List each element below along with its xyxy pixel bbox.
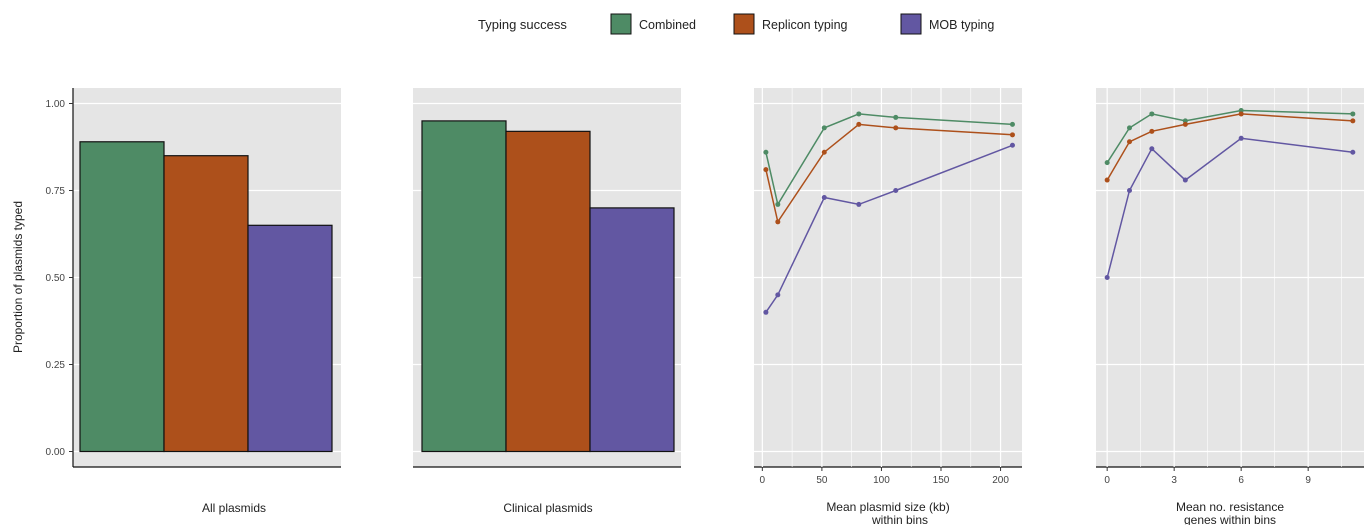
panel-4-point-combined (1350, 111, 1356, 117)
panel-3-point-replicon-typing (775, 219, 781, 225)
panel-2-x-label: Clinical plasmids (503, 501, 592, 515)
panel-4-point-combined (1238, 107, 1244, 113)
panel-4-point-replicon-typing (1127, 139, 1132, 145)
panel-4-point-combined (1149, 111, 1155, 117)
panel-3-point-mob-typing (763, 309, 769, 315)
panel-3-point-mob-typing (856, 201, 862, 207)
legend-label-replicon-typing: Replicon typing (762, 18, 848, 32)
panel-4-x-tick-label: 9 (1305, 475, 1311, 486)
panel-4-point-combined (1104, 160, 1110, 166)
legend-swatch-combined (610, 13, 632, 35)
panel-3-x-tick-label: 50 (816, 475, 828, 486)
panel-4-point-mob-typing (1104, 275, 1110, 280)
panel-3-point-replicon-typing (821, 149, 827, 155)
panel-3-point-combined (763, 149, 769, 155)
panel-3-point-combined (856, 111, 862, 117)
panel-4-line-combined (1106, 109, 1353, 164)
panel-3-x-tick-label: 200 (992, 475, 1009, 486)
panel-4-point-mob-typing (1127, 188, 1132, 193)
panel-3-line-mob-typing (765, 144, 1013, 313)
panel-4-point-replicon-typing (1149, 128, 1155, 134)
panel-3-point-mob-typing (775, 292, 781, 298)
panel-4-point-mob-typing (1149, 146, 1155, 152)
panel-4-x-tick-label: 3 (1171, 475, 1177, 486)
panel-3-x-tick-label: 0 (760, 475, 766, 486)
panel-3-line-combined (765, 113, 1013, 207)
legend-title: Typing success (478, 17, 567, 32)
y-tick-label: 0.00 (46, 447, 66, 458)
panel-3-point-combined (821, 125, 827, 131)
panel-4-x-label-line2: genes within bins (1184, 513, 1276, 525)
panel-2-bar-mob-typing (589, 207, 675, 453)
panel-2-bar-replicon-typing (505, 130, 591, 453)
panel-4-point-replicon-typing (1104, 177, 1110, 183)
panel-4-point-replicon-typing (1350, 118, 1356, 124)
y-tick-label: 0.50 (46, 273, 66, 284)
panel-3-point-replicon-typing (893, 125, 899, 131)
panel-3-point-mob-typing (1009, 142, 1015, 148)
legend-label-combined: Combined (639, 18, 696, 32)
panel-4-x-tick-label: 6 (1238, 475, 1244, 486)
panel-3-point-replicon-typing (856, 121, 862, 127)
panel-3-line-replicon-typing (765, 123, 1013, 224)
panel-4-line-replicon-typing (1106, 113, 1353, 181)
panel-1-bar-replicon-typing (163, 155, 249, 453)
panel-3-x-tick-label: 100 (873, 475, 890, 486)
panel-3-point-mob-typing (893, 188, 899, 193)
y-tick-label: 1.00 (46, 99, 66, 110)
y-tick-label: 0.75 (46, 186, 66, 197)
panel-1-x-label: All plasmids (202, 501, 266, 515)
legend-swatch-mob-typing (900, 13, 922, 35)
panel-4-point-replicon-typing (1182, 121, 1188, 127)
y-axis-label: Proportion of plasmids typed (11, 201, 25, 353)
panel-3-point-combined (893, 114, 899, 120)
panel-4-point-combined (1182, 118, 1188, 124)
panel-3-point-combined (775, 201, 781, 207)
panel-4-point-replicon-typing (1238, 111, 1244, 117)
panel-4-line-mob-typing (1106, 137, 1353, 278)
y-tick-label: 0.25 (46, 360, 66, 371)
legend-label-mob-typing: MOB typing (929, 18, 994, 32)
panel-1-bar-mob-typing (247, 224, 333, 453)
panel-1-bar-combined (79, 141, 165, 453)
panel-3-x-label-line1: Mean plasmid size (kb) (826, 500, 949, 514)
panel-3-point-replicon-typing (763, 167, 769, 173)
panel-3-point-mob-typing (821, 194, 827, 200)
panel-4-point-mob-typing (1182, 177, 1188, 183)
panel-3-x-label-line2: within bins (871, 513, 928, 525)
legend-swatch-replicon-typing (733, 13, 755, 35)
panel-4-x-tick-label: 0 (1104, 475, 1110, 486)
panel-4-point-mob-typing (1238, 135, 1244, 141)
panel-2-bar-combined (421, 120, 507, 453)
panel-4-point-mob-typing (1350, 149, 1356, 155)
panel-3-x-tick-label: 150 (933, 475, 950, 486)
panel-3-point-combined (1009, 121, 1015, 127)
panel-3-point-replicon-typing (1009, 132, 1015, 138)
panel-4-point-combined (1127, 125, 1132, 131)
panel-4-x-label-line1: Mean no. resistance (1176, 500, 1284, 514)
